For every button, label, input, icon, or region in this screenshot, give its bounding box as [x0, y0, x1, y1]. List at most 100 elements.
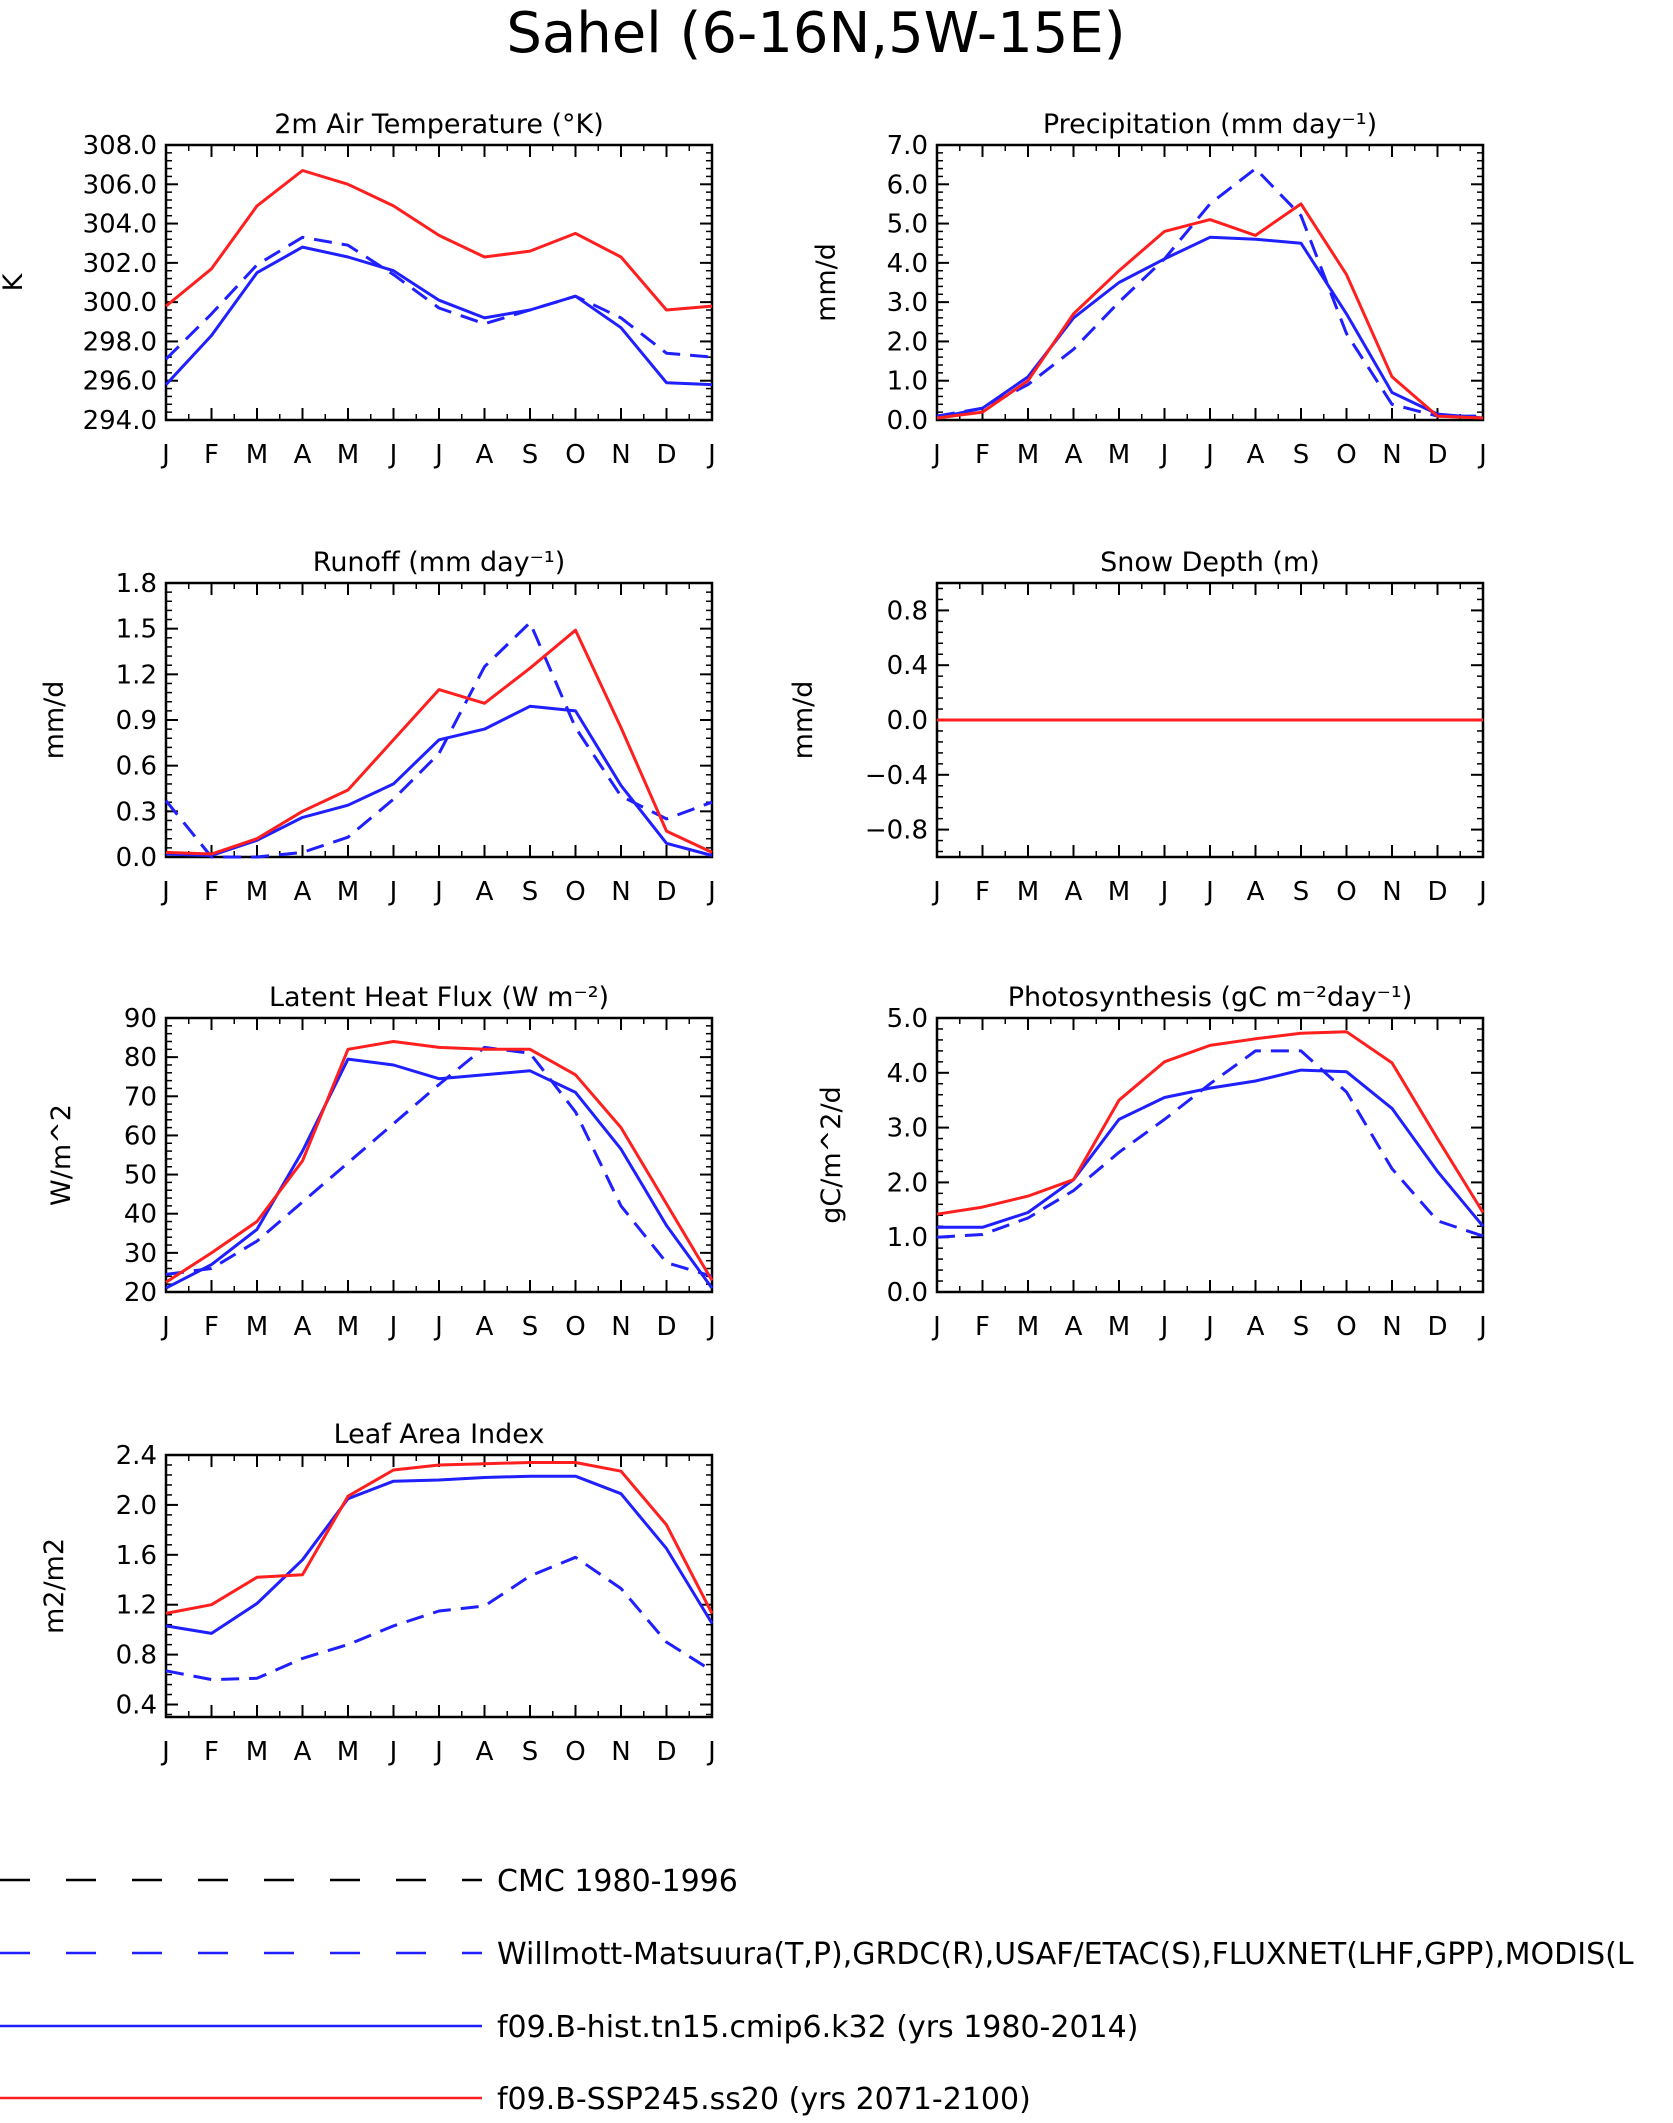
y-tick-label: −0.4	[865, 761, 928, 791]
y-tick-label: 1.5	[116, 615, 157, 645]
x-tick-label: S	[522, 1737, 539, 1767]
y-tick-label: 0.4	[116, 1691, 157, 1721]
x-tick-label: D	[1427, 440, 1447, 470]
x-tick-label: M	[1017, 1312, 1039, 1342]
x-tick-label: S	[522, 1312, 539, 1342]
y-tick-label: 0.8	[887, 596, 928, 626]
y-tick-label: 5.0	[887, 210, 928, 240]
y-tick-label: 1.2	[116, 660, 157, 690]
x-tick-label: S	[1293, 1312, 1310, 1342]
y-tick-label: 2.4	[116, 1441, 157, 1471]
x-tick-label: A	[1247, 1312, 1265, 1342]
panels: J F M A M J J A S O N D J294.0296.0298.0300.0302.030…	[0, 109, 1487, 1767]
y-tick-label: 5.0	[887, 1004, 928, 1034]
x-tick-label: J	[1477, 1312, 1487, 1342]
x-tick-label: J	[1204, 877, 1214, 907]
panel-title: Photosynthesis (gC m⁻²day⁻¹)	[1008, 982, 1412, 1013]
x-tick-label: J	[706, 1737, 716, 1767]
y-tick-label: 70	[124, 1082, 157, 1112]
y-tick-label: 0.9	[116, 706, 157, 736]
panel-title: Runoff (mm day⁻¹)	[313, 547, 565, 578]
y-tick-label: 6.0	[887, 170, 928, 200]
x-tick-label: O	[565, 1737, 585, 1767]
series-line	[936, 1030, 1485, 1216]
y-tick-label: 306.0	[83, 170, 157, 200]
legend-item: Willmott-Matsuura(T,P),GRDC(R),USAF/ETAC…	[0, 1937, 1634, 1972]
y-tick-label: 4.0	[887, 249, 928, 279]
x-tick-label: M	[337, 1737, 359, 1767]
plot-frame	[935, 143, 1485, 422]
y-tick-label: 1.2	[116, 1591, 157, 1621]
x-tick-label: J	[160, 1312, 170, 1342]
y-axis-label: mm/d	[39, 681, 70, 760]
chart-panel: J F M A M J J A S O N D J0.00.30.60.91.21.51.8Runoff…	[39, 547, 716, 907]
legend: CMC 1980-1996 Willmott-Matsuura(T,P),GRDC…	[0, 1864, 1634, 2117]
x-tick-label: N	[611, 1312, 630, 1342]
y-tick-label: 3.0	[887, 1114, 928, 1144]
y-tick-label: 1.0	[887, 367, 928, 397]
x-tick-label: M	[246, 440, 268, 470]
series-line	[936, 167, 1483, 418]
y-tick-label: 0.0	[887, 706, 928, 736]
x-tick-label: M	[337, 877, 359, 907]
y-tick-label: 1.8	[116, 569, 157, 599]
y-tick-label: 3.0	[887, 288, 928, 318]
x-tick-label: N	[1382, 440, 1401, 470]
legend-label: f09.B-SSP245.ss20 (yrs 2071-2100)	[497, 2082, 1031, 2117]
x-tick-label: A	[1065, 877, 1083, 907]
y-tick-label: 298.0	[83, 327, 157, 357]
y-tick-label: 1.6	[116, 1541, 157, 1571]
x-tick-label: M	[246, 1312, 268, 1342]
series-line	[165, 704, 713, 857]
panel-title: Leaf Area Index	[334, 1419, 545, 1450]
panel-title: 2m Air Temperature (°K)	[274, 109, 604, 140]
x-tick-label: F	[204, 1312, 219, 1342]
x-tick-label: S	[522, 877, 539, 907]
x-tick-label: J	[706, 1312, 716, 1342]
x-tick-label: A	[1247, 877, 1265, 907]
x-tick-label: M	[1017, 440, 1039, 470]
series-line	[937, 1068, 1485, 1229]
series-line	[936, 235, 1484, 420]
series-line	[164, 245, 713, 387]
series-line	[165, 1045, 713, 1278]
x-tick-label: A	[294, 877, 312, 907]
x-tick-label: D	[1427, 1312, 1447, 1342]
x-tick-label: J	[1204, 1312, 1214, 1342]
x-tick-label: J	[706, 877, 716, 907]
series-line	[165, 169, 713, 312]
x-tick-label: M	[246, 1737, 268, 1767]
x-tick-label: A	[1247, 440, 1265, 470]
x-tick-label: J	[160, 1737, 170, 1767]
y-tick-label: 0.0	[116, 843, 157, 873]
x-tick-label: A	[1065, 440, 1083, 470]
x-tick-label: M	[246, 877, 268, 907]
plot-frame	[164, 143, 714, 422]
figure-title: Sahel (6-16N,5W-15E)	[506, 1, 1125, 66]
y-tick-label: 7.0	[887, 131, 928, 161]
x-tick-label: J	[931, 1312, 941, 1342]
y-tick-label: 80	[124, 1043, 157, 1073]
x-tick-label: F	[975, 440, 990, 470]
x-tick-label: N	[611, 440, 630, 470]
x-tick-label: D	[656, 1312, 676, 1342]
x-tick-label: J	[433, 1737, 443, 1767]
y-tick-label: 0.4	[887, 651, 928, 681]
x-tick-label: J	[931, 877, 941, 907]
x-tick-label: J	[1204, 440, 1214, 470]
x-tick-label: J	[433, 877, 443, 907]
y-axis-label: m2/m2	[39, 1538, 70, 1634]
x-tick-label: J	[160, 877, 170, 907]
plot-frame	[935, 1016, 1485, 1294]
x-tick-label: N	[611, 1737, 630, 1767]
y-tick-label: 300.0	[83, 288, 157, 318]
x-tick-label: S	[1293, 877, 1310, 907]
chart-panel: J F M A M J J A S O N D J0.01.02.03.04.05.0Photosynt…	[816, 982, 1487, 1342]
x-tick-label: O	[565, 1312, 585, 1342]
chart-panel: J F M A M J J A S O N D J0.01.02.03.04.05.06.07.0Pre…	[811, 109, 1487, 470]
y-tick-label: 40	[124, 1200, 157, 1230]
series-line	[164, 621, 713, 859]
x-tick-label: M	[1108, 877, 1130, 907]
